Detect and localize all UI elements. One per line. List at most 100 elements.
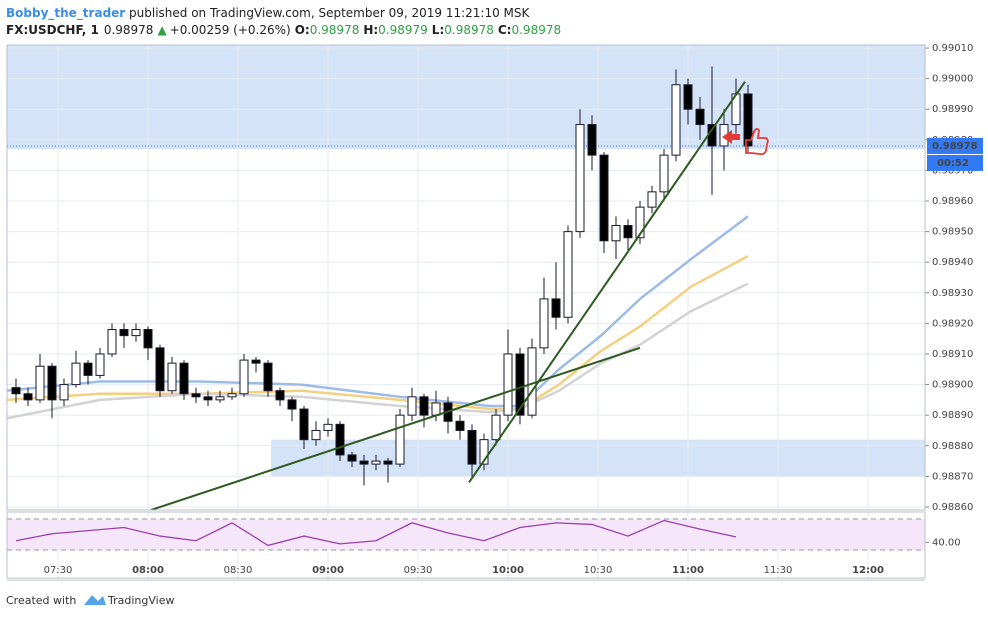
high: 0.98979 — [378, 23, 428, 37]
candle-body — [671, 84, 681, 156]
candle-body — [239, 359, 249, 395]
y-tick-label: 0.98960 — [932, 196, 973, 207]
logo — [84, 595, 106, 605]
candle-body — [191, 393, 201, 398]
candle-body — [575, 124, 585, 233]
change: +0.00259 (+0.26%) — [170, 23, 291, 37]
candle-body — [623, 224, 633, 239]
candle-body — [647, 191, 657, 208]
x-tick-label: 11:00 — [672, 565, 704, 576]
candle-body — [287, 399, 297, 410]
x-tick-label: 09:30 — [404, 565, 433, 576]
candle-body — [635, 206, 645, 239]
candle-body — [107, 329, 117, 355]
candle-body — [11, 387, 21, 395]
candle-body — [371, 460, 381, 465]
candle-body — [419, 396, 429, 416]
candle-body — [35, 365, 45, 401]
candle-body — [23, 393, 33, 401]
candle-body — [359, 460, 369, 465]
last-price-box — [927, 137, 983, 154]
x-tick-label: 07:30 — [44, 565, 73, 576]
header-line: Bobby_the_trader published on TradingVie… — [6, 6, 531, 21]
rsi-plot — [7, 518, 925, 551]
x-tick-label: 08:30 — [224, 565, 253, 576]
rsi-band — [7, 518, 925, 551]
y-tick-label: 0.98880 — [932, 441, 973, 452]
main-plot — [7, 66, 753, 510]
arrow: ▲ — [157, 23, 167, 37]
candle-body — [131, 329, 141, 337]
candle-body — [527, 347, 537, 416]
main-frame — [6, 44, 926, 511]
candle-body — [227, 393, 237, 398]
published: published on TradingView.com, September … — [125, 6, 530, 20]
candle-body — [71, 362, 81, 386]
candle-body — [251, 359, 261, 364]
x-tick-label: 09:00 — [312, 565, 344, 576]
candle-body — [383, 460, 393, 465]
candle-body — [431, 402, 441, 416]
candle-body — [491, 414, 501, 441]
y-tick-label: 0.98910 — [932, 349, 973, 360]
candle-body — [179, 362, 189, 395]
candle-body — [515, 353, 525, 416]
candle-body — [659, 154, 669, 193]
y-tick-label: 0.99000 — [932, 74, 973, 85]
candle-body — [455, 420, 465, 431]
close-label: C: — [498, 23, 512, 37]
candle-body — [743, 93, 753, 147]
candle-body — [323, 423, 333, 431]
candle-body — [95, 353, 105, 376]
candle-body — [407, 396, 417, 416]
zone — [7, 45, 925, 150]
y-tick-label: 0.98950 — [932, 227, 973, 238]
rsi-frame — [6, 511, 926, 579]
candle-body — [143, 329, 153, 349]
axes: 07:30 08:00 08:30 09:00 09:30 10:00 10:30 11:00… — [6, 43, 983, 581]
candle-body — [299, 408, 309, 441]
candle-body — [263, 362, 273, 392]
candle-body — [47, 365, 57, 401]
author-link[interactable]: Bobby_the_trader — [6, 6, 125, 21]
y-tick-label: 0.98900 — [932, 380, 973, 391]
candle-body — [311, 429, 321, 441]
candle-body — [167, 362, 177, 392]
main-pane — [7, 45, 925, 578]
red-arrow — [722, 130, 740, 144]
low-label: L: — [432, 23, 444, 37]
x-tick-label: 10:00 — [492, 565, 524, 576]
y-tick-label: 0.98940 — [932, 257, 973, 268]
pointer-icon — [722, 127, 769, 156]
x-tick-label: 12:00 — [852, 565, 884, 576]
candle-body — [683, 84, 693, 110]
rsi-line — [15, 519, 737, 547]
candle-body — [539, 298, 549, 349]
y-tick-label: 0.98920 — [932, 318, 973, 329]
candle-body — [83, 362, 93, 376]
countdown-box — [927, 154, 983, 171]
high-label: H: — [363, 23, 378, 37]
candle-body — [155, 347, 165, 392]
y-tick-label: 0.99010 — [932, 43, 973, 54]
y-tick-label: 0.98860 — [932, 502, 973, 513]
candle-body — [479, 439, 489, 465]
open-label: O: — [295, 23, 310, 37]
footer-brand[interactable]: TradingView — [107, 594, 174, 607]
price: 0.98978 — [104, 23, 154, 37]
y-tick-label: 0.98870 — [932, 471, 973, 482]
candle-body — [203, 396, 213, 401]
x-tick-label: 08:00 — [132, 565, 164, 576]
candle-body — [335, 423, 345, 456]
thumb-icon — [745, 127, 769, 156]
trend-line — [150, 346, 641, 510]
low: 0.98978 — [444, 23, 494, 37]
countdown-label: 00:52 — [937, 158, 969, 169]
footer-text: Created with — [6, 594, 76, 607]
x-tick-label: 10:30 — [584, 565, 613, 576]
open: 0.98978 — [310, 23, 360, 37]
candle-body — [215, 396, 225, 401]
candle-body — [467, 429, 477, 465]
candle-body — [347, 454, 357, 462]
